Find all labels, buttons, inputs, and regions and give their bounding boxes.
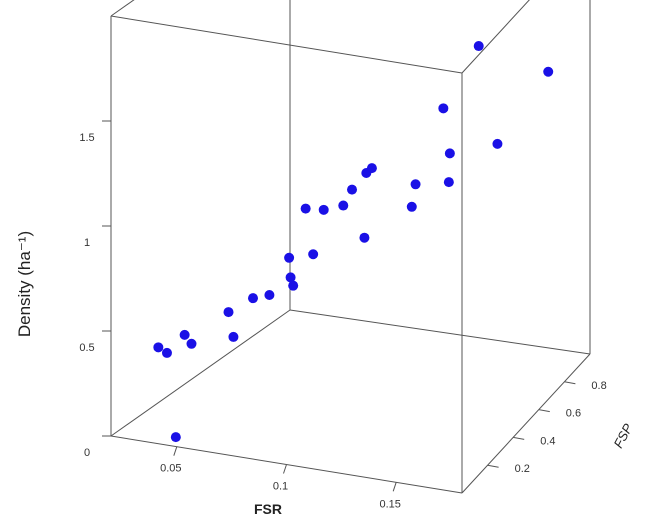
z-tick-label: 1.5 xyxy=(79,132,94,144)
z-tick-label: 0 xyxy=(84,447,90,459)
data-point xyxy=(443,177,454,188)
y-tick xyxy=(564,381,576,385)
data-point xyxy=(161,347,172,358)
y-tick xyxy=(487,464,499,468)
bounding-box xyxy=(110,0,591,494)
y-tick-label: 0.2 xyxy=(515,463,530,475)
y-axis-label: FSP xyxy=(610,421,635,451)
x-tick-label: 0.1 xyxy=(273,481,288,493)
data-point xyxy=(285,272,296,283)
y-tick-label: 0.4 xyxy=(540,435,555,447)
box-edge xyxy=(289,309,591,355)
box-edge xyxy=(110,15,463,74)
data-point xyxy=(300,203,311,214)
data-point xyxy=(170,432,181,443)
data-point xyxy=(359,232,370,243)
x-tick xyxy=(173,446,178,456)
y-tick xyxy=(513,436,525,440)
y-tick xyxy=(538,409,550,413)
x-tick-label: 0.05 xyxy=(160,463,181,475)
x-axis-label: FSR xyxy=(254,501,282,517)
data-point xyxy=(308,249,319,260)
data-point xyxy=(473,41,484,52)
z-tick-label: 0.5 xyxy=(79,342,94,354)
data-point xyxy=(438,103,449,114)
data-point xyxy=(543,66,554,77)
z-tick-label: 1 xyxy=(84,237,90,249)
box-edge xyxy=(110,0,135,17)
y-tick-label: 0.8 xyxy=(591,380,606,392)
y-tick-label: 0.6 xyxy=(566,408,581,420)
box-edge xyxy=(461,0,530,74)
data-point xyxy=(284,252,295,263)
data-point xyxy=(318,204,329,215)
data-point xyxy=(179,329,190,340)
box-edge xyxy=(110,309,291,437)
data-point xyxy=(406,201,417,212)
axis-ticks: 0.05 0.1 0.15 0.2 0.4 0.6 0.8 0 0.5 1 1.5 xyxy=(79,120,607,510)
z-axis-label: Density (ha⁻¹) xyxy=(15,231,34,337)
data-point xyxy=(410,179,421,190)
data-point xyxy=(153,342,164,353)
box-edge xyxy=(461,353,591,494)
data-point xyxy=(247,293,258,304)
data-point xyxy=(264,290,275,301)
x-tick-label: 0.15 xyxy=(379,498,400,510)
data-point xyxy=(186,338,197,349)
x-tick xyxy=(392,482,397,492)
data-point xyxy=(366,163,377,174)
data-point xyxy=(338,200,349,211)
data-point xyxy=(347,184,358,195)
data-points xyxy=(153,41,554,443)
data-point xyxy=(444,148,455,159)
data-point xyxy=(223,307,234,318)
data-point xyxy=(228,331,239,342)
data-point xyxy=(492,138,503,149)
x-tick xyxy=(283,464,287,474)
data-point xyxy=(288,280,299,291)
